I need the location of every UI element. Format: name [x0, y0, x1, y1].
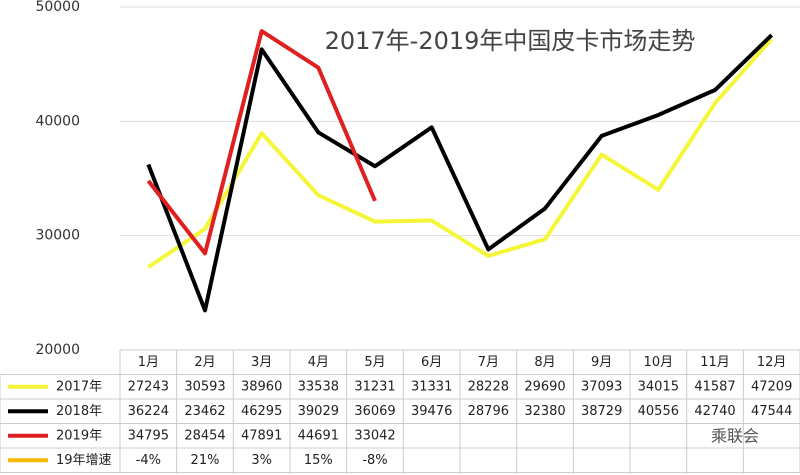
- x-tick-label: 7月: [478, 355, 499, 370]
- table-cell: 34795: [128, 428, 169, 443]
- table-cell: 28454: [184, 428, 225, 443]
- table-cell: 21%: [191, 453, 220, 468]
- table-cell: 38729: [581, 404, 622, 419]
- series-line: [146, 29, 377, 256]
- legend-label: 2019年: [56, 428, 102, 443]
- y-tick-label: 40000: [35, 113, 80, 129]
- x-tick-label: 3月: [251, 355, 272, 370]
- table-cell: 40556: [638, 404, 679, 419]
- table-cell: 47891: [241, 428, 282, 443]
- legend-label: 2018年: [56, 404, 102, 419]
- x-tick-label: 4月: [308, 355, 329, 370]
- y-tick-label: 20000: [35, 342, 80, 358]
- x-tick-label: 12月: [757, 355, 787, 370]
- y-tick-label: 50000: [35, 0, 80, 15]
- table-cell: 23462: [184, 404, 225, 419]
- table-cell: 32380: [524, 404, 565, 419]
- table-cell: 3%: [251, 453, 272, 468]
- chart-title: 2017年-2019年中国皮卡市场走势: [325, 27, 696, 55]
- table-cell: -8%: [362, 453, 387, 468]
- table-cell: 39029: [298, 404, 339, 419]
- legend-label: 2017年: [56, 379, 102, 394]
- table-cell: -4%: [136, 453, 161, 468]
- table-cell: 28228: [468, 379, 509, 394]
- table-cell: 44691: [298, 428, 339, 443]
- table-cell: 37093: [581, 379, 622, 394]
- watermark: 乘联会: [711, 427, 759, 446]
- x-tick-label: 6月: [421, 355, 442, 370]
- x-tick-label: 11月: [700, 355, 730, 370]
- table-cell: 31231: [354, 379, 395, 394]
- table-cell: 39476: [411, 404, 452, 419]
- table-cell: 15%: [304, 453, 333, 468]
- table-cell: 36069: [354, 404, 395, 419]
- table-cell: 46295: [241, 404, 282, 419]
- table-cell: 33538: [298, 379, 339, 394]
- table-cell: 47544: [751, 404, 792, 419]
- x-tick-label: 2月: [194, 355, 215, 370]
- table-cell: 36224: [128, 404, 169, 419]
- table-cell: 38960: [241, 379, 282, 394]
- x-tick-label: 1月: [138, 355, 159, 370]
- table-cell: 41587: [694, 379, 735, 394]
- table-cell: 29690: [524, 379, 565, 394]
- table-cell: 34015: [638, 379, 679, 394]
- y-tick-label: 30000: [35, 228, 80, 244]
- x-tick-label: 9月: [591, 355, 612, 370]
- x-tick-label: 5月: [364, 355, 385, 370]
- legend-label: 19年增速: [56, 453, 112, 468]
- x-tick-label: 8月: [534, 355, 555, 370]
- series-line: [146, 33, 774, 313]
- table-cell: 31331: [411, 379, 452, 394]
- table-cell: 42740: [694, 404, 735, 419]
- table-cell: 27243: [128, 379, 169, 394]
- table-cell: 33042: [354, 428, 395, 443]
- x-tick-label: 10月: [644, 355, 674, 370]
- table-cell: 47209: [751, 379, 792, 394]
- table-cell: 30593: [184, 379, 225, 394]
- series-line: [147, 37, 774, 269]
- table-cell: 28796: [468, 404, 509, 419]
